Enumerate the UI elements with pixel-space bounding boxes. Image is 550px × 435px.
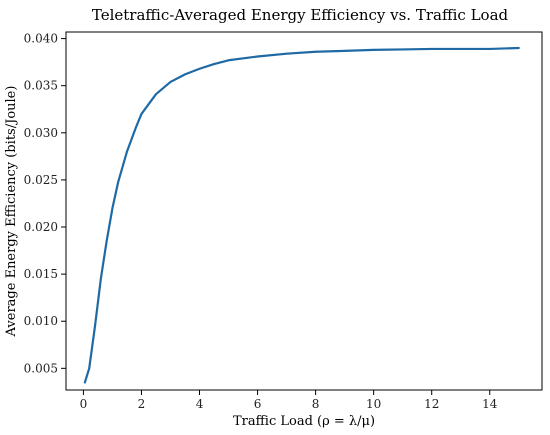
plot-area	[65, 31, 543, 391]
y-axis-ticks: 0.005 0.010 0.015 0.020 0.025 0.030 0.035 0.040	[24, 32, 66, 375]
y-tick-label: 0.040	[24, 32, 58, 46]
y-tick-label: 0.010	[24, 314, 58, 328]
y-axis-label: Average Energy Efficiency (bits/Joule)	[4, 86, 19, 338]
y-tick-label: 0.005	[24, 361, 58, 375]
chart-title: Teletraffic-Averaged Energy Efficiency v…	[92, 6, 509, 24]
series-layer	[83, 46, 520, 384]
y-tick-label: 0.015	[24, 267, 58, 281]
x-tick-label: 8	[312, 397, 320, 411]
x-tick-label: 2	[138, 397, 146, 411]
x-tick-label: 0	[80, 397, 88, 411]
y-tick-label: 0.025	[24, 173, 58, 187]
x-tick-label: 12	[424, 397, 439, 411]
y-tick-label: 0.020	[24, 220, 58, 234]
x-tick-label: 14	[482, 397, 498, 411]
series-line	[83, 46, 520, 384]
y-tick-label: 0.035	[24, 79, 58, 93]
y-tick-label: 0.030	[24, 126, 58, 140]
axes-frame	[65, 31, 543, 391]
x-tick-label: 6	[254, 397, 262, 411]
x-axis-label: Traffic Load (ρ = λ/μ)	[233, 414, 375, 429]
x-tick-label: 10	[366, 397, 381, 411]
x-tick-label: 4	[196, 397, 204, 411]
x-axis-ticks: 0 2 4 6 8 10 12 14	[80, 390, 498, 411]
